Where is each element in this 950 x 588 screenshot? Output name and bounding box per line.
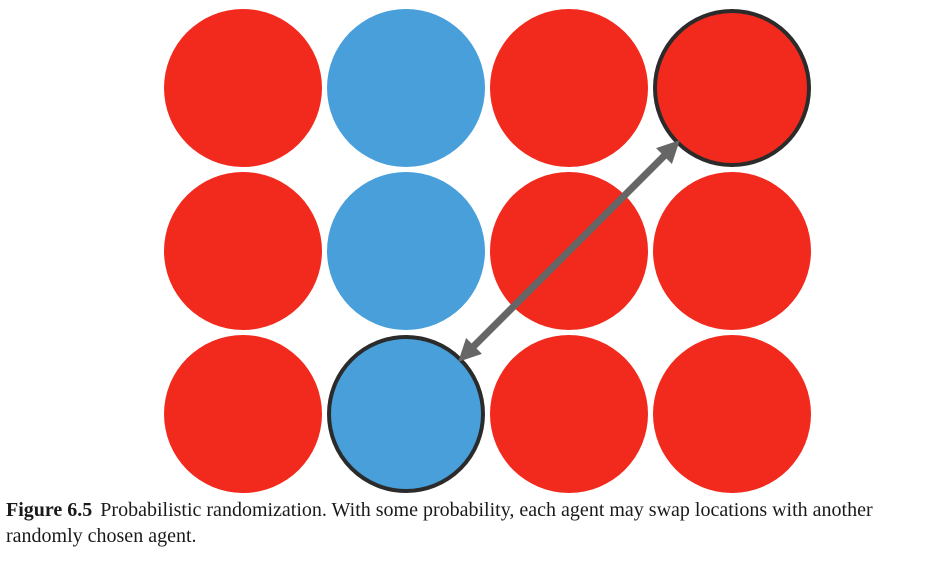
agent-red-r0-c3-selected [653, 9, 811, 167]
agent-red-r1-c3 [653, 172, 811, 330]
agent-red-r2-c2 [490, 335, 648, 493]
swap-arrow [458, 140, 680, 362]
figure-caption: Figure 6.5 Probabilistic randomization. W… [6, 497, 946, 549]
agents-layer [164, 9, 811, 493]
swap-arrow-layer [458, 140, 680, 362]
agent-red-r1-c0 [164, 172, 322, 330]
figure-label: Figure 6.5 [6, 499, 93, 521]
agent-red-r2-c0 [164, 335, 322, 493]
agent-blue-r2-c1-selected [327, 335, 485, 493]
agent-blue-r0-c1 [327, 9, 485, 167]
figure-caption-text: Probabilistic randomization. With some p… [6, 499, 873, 547]
agent-red-r0-c2 [490, 9, 648, 167]
agent-red-r2-c3 [653, 335, 811, 493]
agent-blue-r1-c1 [327, 172, 485, 330]
agent-red-r0-c0 [164, 9, 322, 167]
agent-grid-diagram [164, 9, 811, 493]
